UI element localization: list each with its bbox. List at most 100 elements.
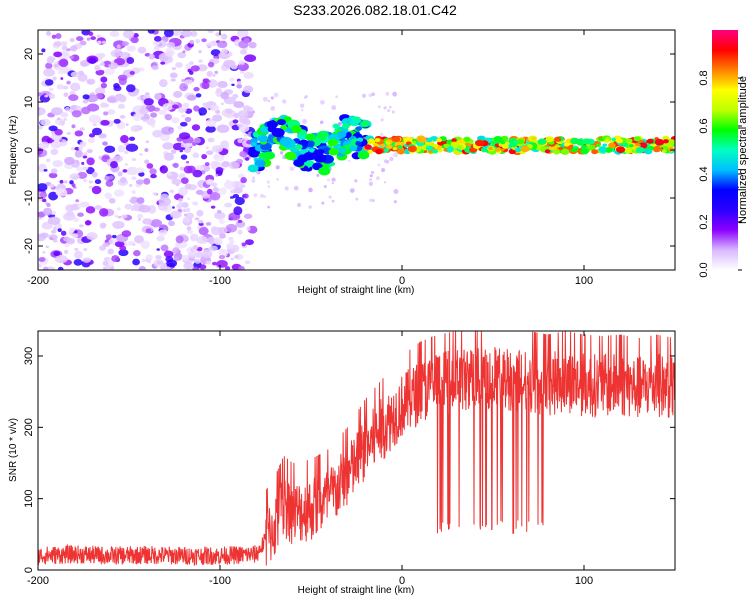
spectrogram-noise-blob <box>146 163 154 169</box>
spectrogram-signal-blob <box>356 137 364 143</box>
spectrogram-noise-blob <box>191 124 201 131</box>
spectrogram-noise-blob <box>60 112 69 118</box>
spectrogram-noise-blob <box>224 180 236 190</box>
spectrogram-noise-blob <box>66 131 71 135</box>
spectrogram-noise-blob <box>175 62 183 68</box>
spectrogram-signal-blob <box>446 146 454 152</box>
spectrogram-noise-blob <box>83 179 88 182</box>
spectrogram-noise-blob <box>47 216 61 225</box>
spectrogram-noise-blob <box>198 264 207 270</box>
spectrogram-signal-blob <box>495 148 501 152</box>
spectrogram-signal-blob <box>396 148 405 155</box>
spectrogram-scatter-point <box>252 110 256 114</box>
spectrogram-noise-blob <box>232 193 240 199</box>
spectrogram-noise-blob <box>65 204 75 213</box>
spectrogram-noise-blob <box>46 31 51 36</box>
spectrogram-noise-blob <box>236 80 242 85</box>
spectrogram-noise-blob <box>178 187 188 196</box>
spectrogram-noise-blob <box>218 187 227 195</box>
spectrogram-scatter-point <box>331 177 336 182</box>
spectrogram-scatter-point <box>289 166 295 171</box>
spectrogram-x-tick-label: 0 <box>399 275 405 287</box>
spectrogram-noise-blob <box>187 229 193 234</box>
spectrogram-noise-blob <box>211 144 224 153</box>
spectrogram-noise-blob <box>139 108 149 115</box>
spectrogram-scatter-point <box>377 105 381 109</box>
spectrogram-noise-blob <box>192 201 199 206</box>
spectrogram-noise-blob <box>105 234 112 240</box>
spectrogram-noise-blob <box>38 183 48 192</box>
spectrogram-noise-blob <box>241 242 247 247</box>
spectrogram-noise-blob <box>147 105 156 112</box>
spectrogram-scatter-point <box>331 182 334 185</box>
spectrogram-signal-blob <box>336 131 347 139</box>
spectrogram-noise-blob <box>150 112 158 118</box>
spectrogram-noise-blob <box>136 213 144 219</box>
spectrogram-noise-blob <box>117 74 128 81</box>
spectrogram-noise-blob <box>108 61 112 65</box>
spectrogram-noise-blob <box>50 229 57 234</box>
spectrogram-noise-blob <box>82 166 89 171</box>
spectrogram-noise-blob <box>53 227 57 231</box>
spectrogram-noise-blob <box>220 48 229 55</box>
spectrogram-noise-blob <box>177 125 183 130</box>
spectrogram-signal-blob <box>360 120 370 128</box>
spectrogram-noise-blob <box>77 73 88 82</box>
spectrogram-noise-blob <box>99 245 107 251</box>
spectrogram-signal-blob <box>624 147 633 154</box>
spectrogram-noise-blob <box>232 119 239 124</box>
spectrogram-noise-blob <box>230 257 234 261</box>
spectrogram-noise-blob <box>217 209 222 214</box>
spectrogram-signal-blob <box>392 147 398 151</box>
spectrogram-noise-blob <box>216 260 228 268</box>
spectrogram-noise-blob <box>142 218 153 225</box>
spectrogram-noise-blob <box>170 78 176 82</box>
spectrogram-signal-blob <box>339 147 347 154</box>
spectrogram-noise-blob <box>71 233 79 238</box>
spectrogram-scatter-point <box>387 109 391 112</box>
spectrogram-signal-blob <box>572 145 578 149</box>
spectrogram-noise-blob <box>172 247 180 254</box>
spectrogram-noise-blob <box>224 266 231 270</box>
spectrogram-noise-blob <box>90 36 96 41</box>
spectrogram-noise-blob <box>181 78 185 83</box>
spectrogram-noise-blob <box>114 214 119 218</box>
spectrogram-noise-blob <box>143 98 154 106</box>
spectrogram-noise-blob <box>135 179 145 185</box>
spectrogram-noise-blob <box>128 136 136 141</box>
spectrogram-noise-blob <box>234 254 244 260</box>
spectrogram-noise-blob <box>48 172 58 179</box>
snr-marks <box>38 331 675 567</box>
spectrogram-signal-blob <box>305 133 316 141</box>
spectrogram-noise-blob <box>201 38 207 43</box>
spectrogram-noise-blob <box>162 142 174 150</box>
spectrogram-noise-blob <box>226 243 235 250</box>
spectrogram-noise-blob <box>169 72 178 79</box>
spectrogram-noise-blob <box>197 219 204 224</box>
spectrogram-noise-blob <box>221 33 228 40</box>
spectrogram-noise-blob <box>69 90 76 96</box>
spectrogram-signal-blob <box>299 149 307 155</box>
spectrogram-noise-blob <box>57 266 64 270</box>
spectrogram-noise-blob <box>237 30 249 38</box>
colorbar-tick-label: 0.4 <box>698 166 710 181</box>
spectrogram-signal-blob <box>608 142 616 149</box>
spectrogram-noise-blob <box>206 188 213 195</box>
spectrogram-noise-blob <box>239 151 248 158</box>
spectrogram-noise-blob <box>238 265 245 270</box>
spectrogram-noise-blob <box>185 160 190 164</box>
spectrogram-noise-blob <box>82 257 91 263</box>
spectrogram-noise-blob <box>171 178 182 185</box>
spectrogram-signal-blob <box>407 145 417 153</box>
snr-y-ticks: 0 100 200 300 <box>23 347 675 573</box>
spectrogram-noise-blob <box>42 251 46 254</box>
colorbar-tick-label: 0.0 <box>698 262 710 277</box>
spectrogram-noise-blob <box>86 37 91 41</box>
spectrogram-noise-blob <box>125 143 139 152</box>
spectrogram-scatter-point <box>304 96 307 99</box>
spectrogram-noise-blob <box>132 243 136 246</box>
spectrogram-noise-blob <box>198 50 202 54</box>
spectrogram-y-tick-label: -20 <box>23 238 35 254</box>
spectrogram-signal-blob <box>279 136 293 147</box>
spectrogram-noise-blob <box>196 246 203 252</box>
